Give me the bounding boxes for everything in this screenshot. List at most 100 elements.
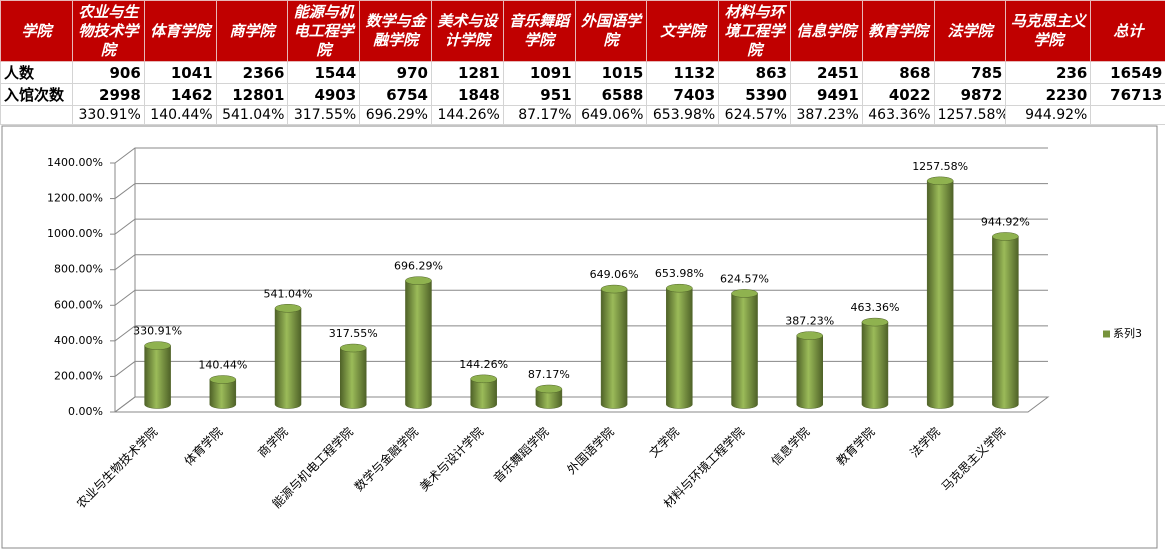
table-cell: 463.36% [861, 105, 935, 125]
data-label: 944.92% [981, 215, 1030, 228]
table-cell: 649.06% [574, 105, 648, 125]
bar [731, 293, 758, 409]
table-cell: 5390 [718, 83, 791, 106]
bar-top [274, 304, 302, 313]
table-cell: 868 [861, 61, 935, 84]
table-cell: 材料与环境工程学院 [718, 0, 791, 62]
y-tick-label: 0.00% [68, 405, 103, 418]
y-tick-label: 400.00% [54, 334, 103, 347]
table-cell: 1041 [143, 61, 217, 84]
data-label: 317.55% [329, 327, 378, 340]
data-label: 387.23% [785, 315, 834, 328]
table-cell: 6754 [359, 83, 432, 106]
table-row: 入馆次数 2998 1462 12801 4903 6754 1848 951 6588 7403… [0, 83, 1165, 106]
table-cell: 学院 [0, 0, 73, 62]
data-label: 649.06% [590, 268, 639, 281]
table-cell: 法学院 [933, 0, 1007, 62]
table-cell: 马克思主义学院 [1005, 0, 1092, 62]
table-cell: 教育学院 [861, 0, 935, 62]
table-cell: 1848 [430, 83, 504, 106]
table-cell: 951 [502, 83, 576, 106]
data-label: 140.44% [198, 359, 247, 372]
y-tick-label: 600.00% [54, 298, 103, 311]
table-cell: 能源与机电工程学院 [287, 0, 361, 62]
table-row: 学院 农业与生物技术学院 体育学院 商学院 能源与机电工程学院 数学与金融学院 美术与设计学… [0, 0, 1165, 62]
bar [274, 308, 302, 409]
table-row: 330.91% 140.44% 541.04% 317.55% 696.29% 144.2… [0, 105, 1165, 125]
table-cell: 7403 [646, 83, 720, 106]
bar-top [144, 341, 171, 350]
table-cell: 624.57% [718, 105, 791, 125]
data-label: 87.17% [528, 368, 570, 381]
table-cell: 1462 [143, 83, 217, 106]
table-cell: 236 [1005, 61, 1092, 84]
bar-top [666, 283, 693, 293]
bar [209, 379, 237, 409]
table-cell: 330.91% [72, 105, 145, 125]
chart-frame [1, 125, 1158, 549]
table-cell: 数学与金融学院 [359, 0, 432, 62]
table-cell: 863 [718, 61, 791, 84]
data-table: 学院 农业与生物技术学院 体育学院 商学院 能源与机电工程学院 数学与金融学院 美术与设计学… [0, 0, 1165, 125]
bar-top [470, 374, 497, 384]
table-cell: 2998 [72, 83, 145, 106]
bar-top [340, 343, 367, 353]
table-cell: 1132 [646, 61, 720, 84]
bar-top [209, 375, 237, 384]
table-cell: 16549 [1090, 61, 1165, 84]
table-cell: 9491 [789, 83, 863, 106]
bar [340, 347, 367, 409]
bar [470, 378, 497, 409]
table-cell: 87.17% [502, 105, 576, 125]
table-cell: 2366 [215, 61, 289, 84]
table-cell: 12801 [215, 83, 289, 106]
table-cell: 体育学院 [143, 0, 217, 62]
bar-top [535, 384, 563, 394]
data-label: 696.29% [394, 260, 443, 273]
table-row: 人数 906 1041 2366 1544 970 1281 1091 1015 1132 863 2… [0, 61, 1165, 84]
data-label: 463.36% [850, 301, 899, 314]
table-cell: 音乐舞蹈学院 [502, 0, 576, 62]
bar-top [405, 276, 432, 285]
y-tick-label: 1000.00% [47, 227, 103, 240]
data-label: 653.98% [655, 267, 704, 280]
grid-line [114, 183, 1048, 199]
table-cell: 入馆次数 [0, 83, 73, 106]
bar [144, 345, 171, 409]
table-cell: 1281 [430, 61, 504, 84]
bar [535, 388, 563, 409]
table-cell: 人数 [0, 61, 73, 84]
table-cell: 信息学院 [789, 0, 863, 62]
y-tick-label: 800.00% [54, 263, 103, 276]
grid-line [114, 254, 1048, 271]
table-cell: 696.29% [359, 105, 432, 125]
table-cell: 总计 [1090, 0, 1165, 62]
bar [796, 335, 823, 409]
table-cell: 文学院 [646, 0, 720, 62]
table-cell [0, 105, 73, 125]
bar-top [600, 284, 628, 294]
table-cell: 970 [359, 61, 432, 84]
grid-line [114, 218, 1048, 235]
bar-top [992, 232, 1019, 241]
table-cell: 4903 [287, 83, 361, 106]
bar [405, 280, 432, 409]
table-cell: 农业与生物技术学院 [72, 0, 145, 62]
y-tick-label: 1200.00% [47, 192, 103, 205]
table-cell: 541.04% [215, 105, 289, 125]
data-label: 330.91% [133, 325, 182, 338]
table-cell: 140.44% [143, 105, 217, 125]
table-cell: 4022 [861, 83, 935, 106]
table-cell: 美术与设计学院 [430, 0, 504, 62]
bar [992, 236, 1019, 409]
table-cell: 1544 [287, 61, 361, 84]
table-cell: 9872 [933, 83, 1007, 106]
bar-top [926, 176, 954, 186]
legend-label: 系列3 [1113, 326, 1142, 340]
chart: 0.00% 200.00% 400.00% 600.00% 800.00% 1000.00… [1, 125, 1158, 549]
table-cell: 2230 [1005, 83, 1092, 106]
bar [861, 321, 889, 409]
bar [926, 180, 954, 409]
table-cell: 1091 [502, 61, 576, 84]
